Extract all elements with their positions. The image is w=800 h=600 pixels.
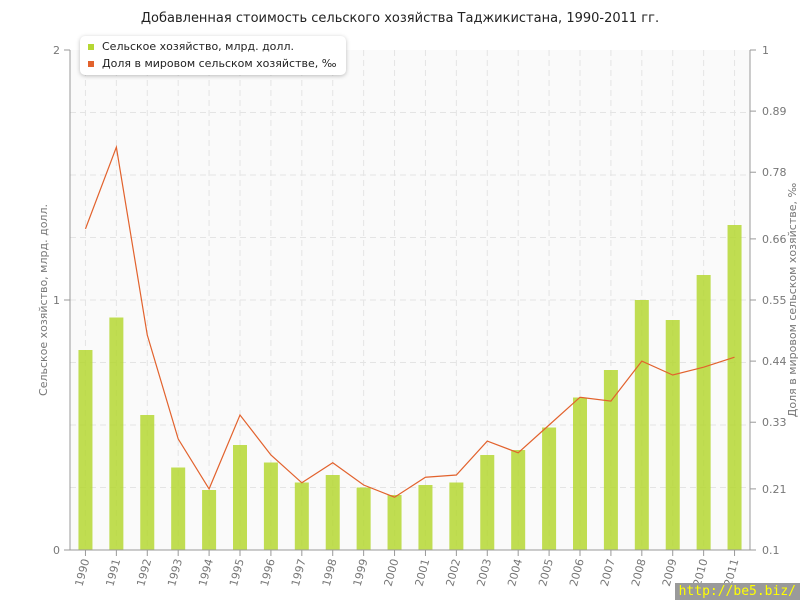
chart-title: Добавленная стоимость сельского хозяйств… (141, 11, 659, 26)
legend-item-bars[interactable]: Сельское хозяйство, млрд. долл. (88, 38, 336, 55)
bar (263, 462, 278, 550)
y2-tick-label: 0.33 (762, 416, 787, 429)
bar (573, 397, 587, 550)
x-tick-label: 1994 (196, 557, 216, 587)
bar (233, 445, 247, 550)
x-tick-label: 1991 (103, 557, 123, 587)
bar (727, 225, 742, 550)
bar (294, 482, 309, 550)
bar (480, 455, 495, 550)
y2-tick-label: 0.1 (762, 544, 780, 557)
y2-tick-label: 1 (762, 44, 769, 57)
x-tick-label: 2008 (629, 557, 649, 587)
legend-swatch (88, 44, 94, 50)
bar (78, 350, 93, 550)
x-tick-label: 1999 (351, 557, 371, 587)
y2-tick-label: 0.21 (762, 483, 787, 496)
bar (511, 450, 526, 550)
bar (418, 485, 433, 550)
bar (202, 490, 217, 550)
watermark[interactable]: http://be5.biz/ (674, 583, 800, 600)
x-tick-label: 2000 (382, 557, 402, 587)
x-tick-label: 2007 (598, 557, 618, 587)
bar (634, 300, 649, 550)
bar (603, 370, 618, 550)
bar (696, 275, 711, 550)
y2-tick-label: 0.44 (762, 355, 787, 368)
y2-tick-label: 0.55 (762, 294, 787, 307)
x-tick-label: 1990 (73, 557, 93, 587)
legend-label: Доля в мировом сельском хозяйстве, ‰ (102, 57, 337, 70)
x-tick-label: 2001 (413, 557, 433, 587)
x-tick-label: 1996 (258, 557, 278, 587)
bar (449, 482, 464, 550)
x-tick-label: 1997 (289, 557, 309, 587)
x-tick-label: 2002 (443, 557, 463, 587)
legend: Сельское хозяйство, млрд. долл. Доля в м… (80, 36, 347, 75)
x-tick-label: 2006 (567, 557, 587, 587)
bar (387, 495, 402, 550)
x-tick-label: 2003 (474, 557, 494, 587)
x-tick-label: 1998 (320, 557, 340, 587)
y2-tick-label: 0.89 (762, 105, 787, 118)
bar (665, 320, 680, 550)
y-tick-label: 0 (53, 544, 60, 557)
bar (325, 475, 340, 550)
bar (542, 427, 557, 550)
series-line (84, 144, 735, 498)
x-tick-label: 2004 (505, 557, 525, 587)
legend-swatch (88, 61, 94, 67)
bar (109, 317, 124, 550)
bar (356, 487, 371, 550)
x-tick-label: 1995 (227, 557, 247, 587)
y2-tick-label: 0.78 (762, 166, 787, 179)
x-tick-label: 1992 (134, 557, 154, 587)
y-tick-label: 2 (53, 44, 60, 57)
x-tick-label: 2005 (536, 557, 556, 587)
y2-tick-label: 0.66 (762, 233, 787, 246)
bar (140, 415, 155, 550)
y-axis-title: Сельское хозяйство, млрд. долл. (37, 204, 50, 396)
legend-label: Сельское хозяйство, млрд. долл. (102, 40, 294, 53)
legend-item-line[interactable]: Доля в мировом сельском хозяйстве, ‰ (88, 55, 336, 72)
y2-axis-title: Доля в мировом сельском хозяйстве, ‰ (786, 183, 799, 418)
y-tick-label: 1 (53, 294, 60, 307)
bar (171, 467, 186, 550)
x-tick-label: 1993 (165, 557, 185, 587)
